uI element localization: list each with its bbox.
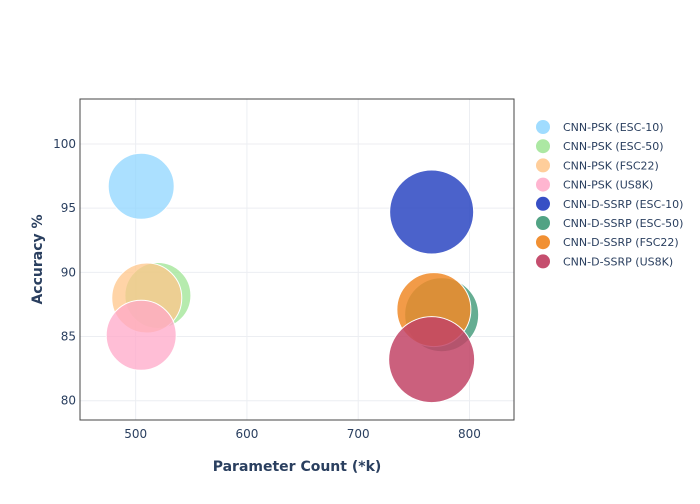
bubble-marker <box>388 316 476 404</box>
legend-label: CNN-D-SSRP (ESC-50) <box>563 217 683 230</box>
legend[interactable]: CNN-PSK (ESC-10) CNN-PSK (ESC-50) CNN-PSK … <box>536 120 683 269</box>
legend-marker <box>536 235 550 250</box>
legend-item[interactable]: CNN-PSK (ESC-10) <box>536 120 664 134</box>
legend-label: CNN-PSK (US8K) <box>563 179 653 192</box>
bubble-marker <box>389 169 475 255</box>
legend-marker <box>536 254 550 269</box>
legend-item[interactable]: CNN-D-SSRP (ESC-10) <box>536 196 683 211</box>
legend-label: CNN-PSK (ESC-10) <box>563 121 664 134</box>
plot-frame <box>79 98 515 421</box>
bubble-marker <box>107 152 175 220</box>
legend-item[interactable]: CNN-PSK (US8K) <box>536 177 653 192</box>
legend-marker <box>536 139 550 154</box>
legend-marker <box>536 177 550 192</box>
legend-item[interactable]: CNN-PSK (ESC-50) <box>536 139 664 154</box>
x-tick-label: 600 <box>235 427 258 441</box>
legend-item[interactable]: CNN-D-SSRP (US8K) <box>536 254 673 269</box>
legend-marker <box>536 196 550 211</box>
y-tick-label: 80 <box>61 394 76 408</box>
legend-item[interactable]: CNN-PSK (FSC22) <box>536 158 659 173</box>
x-tick-label: 700 <box>347 427 370 441</box>
x-tick-label: 500 <box>124 427 147 441</box>
y-axis-title: Accuracy % <box>30 214 46 304</box>
legend-label: CNN-PSK (FSC22) <box>563 159 659 172</box>
y-tick-label: 100 <box>53 137 76 151</box>
x-tick-label: 800 <box>458 427 481 441</box>
x-axis-title: Parameter Count (*k) <box>213 459 382 475</box>
tick-layer: 500 600 700 800 80 85 90 95 100 <box>53 137 481 441</box>
legend-item[interactable]: CNN-D-SSRP (ESC-50) <box>536 216 683 230</box>
y-tick-label: 85 <box>61 330 76 344</box>
legend-item[interactable]: CNN-D-SSRP (FSC22) <box>536 235 679 250</box>
y-tick-label: 95 <box>61 201 76 215</box>
legend-label: CNN-PSK (ESC-50) <box>563 140 664 153</box>
y-tick-label: 90 <box>61 265 76 279</box>
legend-marker <box>536 120 550 134</box>
legend-label: CNN-D-SSRP (ESC-10) <box>563 198 683 211</box>
legend-label: CNN-D-SSRP (US8K) <box>563 255 673 268</box>
bubble-marker <box>105 299 177 371</box>
legend-marker <box>536 216 550 230</box>
legend-label: CNN-D-SSRP (FSC22) <box>563 236 679 249</box>
legend-marker <box>536 158 550 173</box>
bubble-layer <box>105 152 480 404</box>
